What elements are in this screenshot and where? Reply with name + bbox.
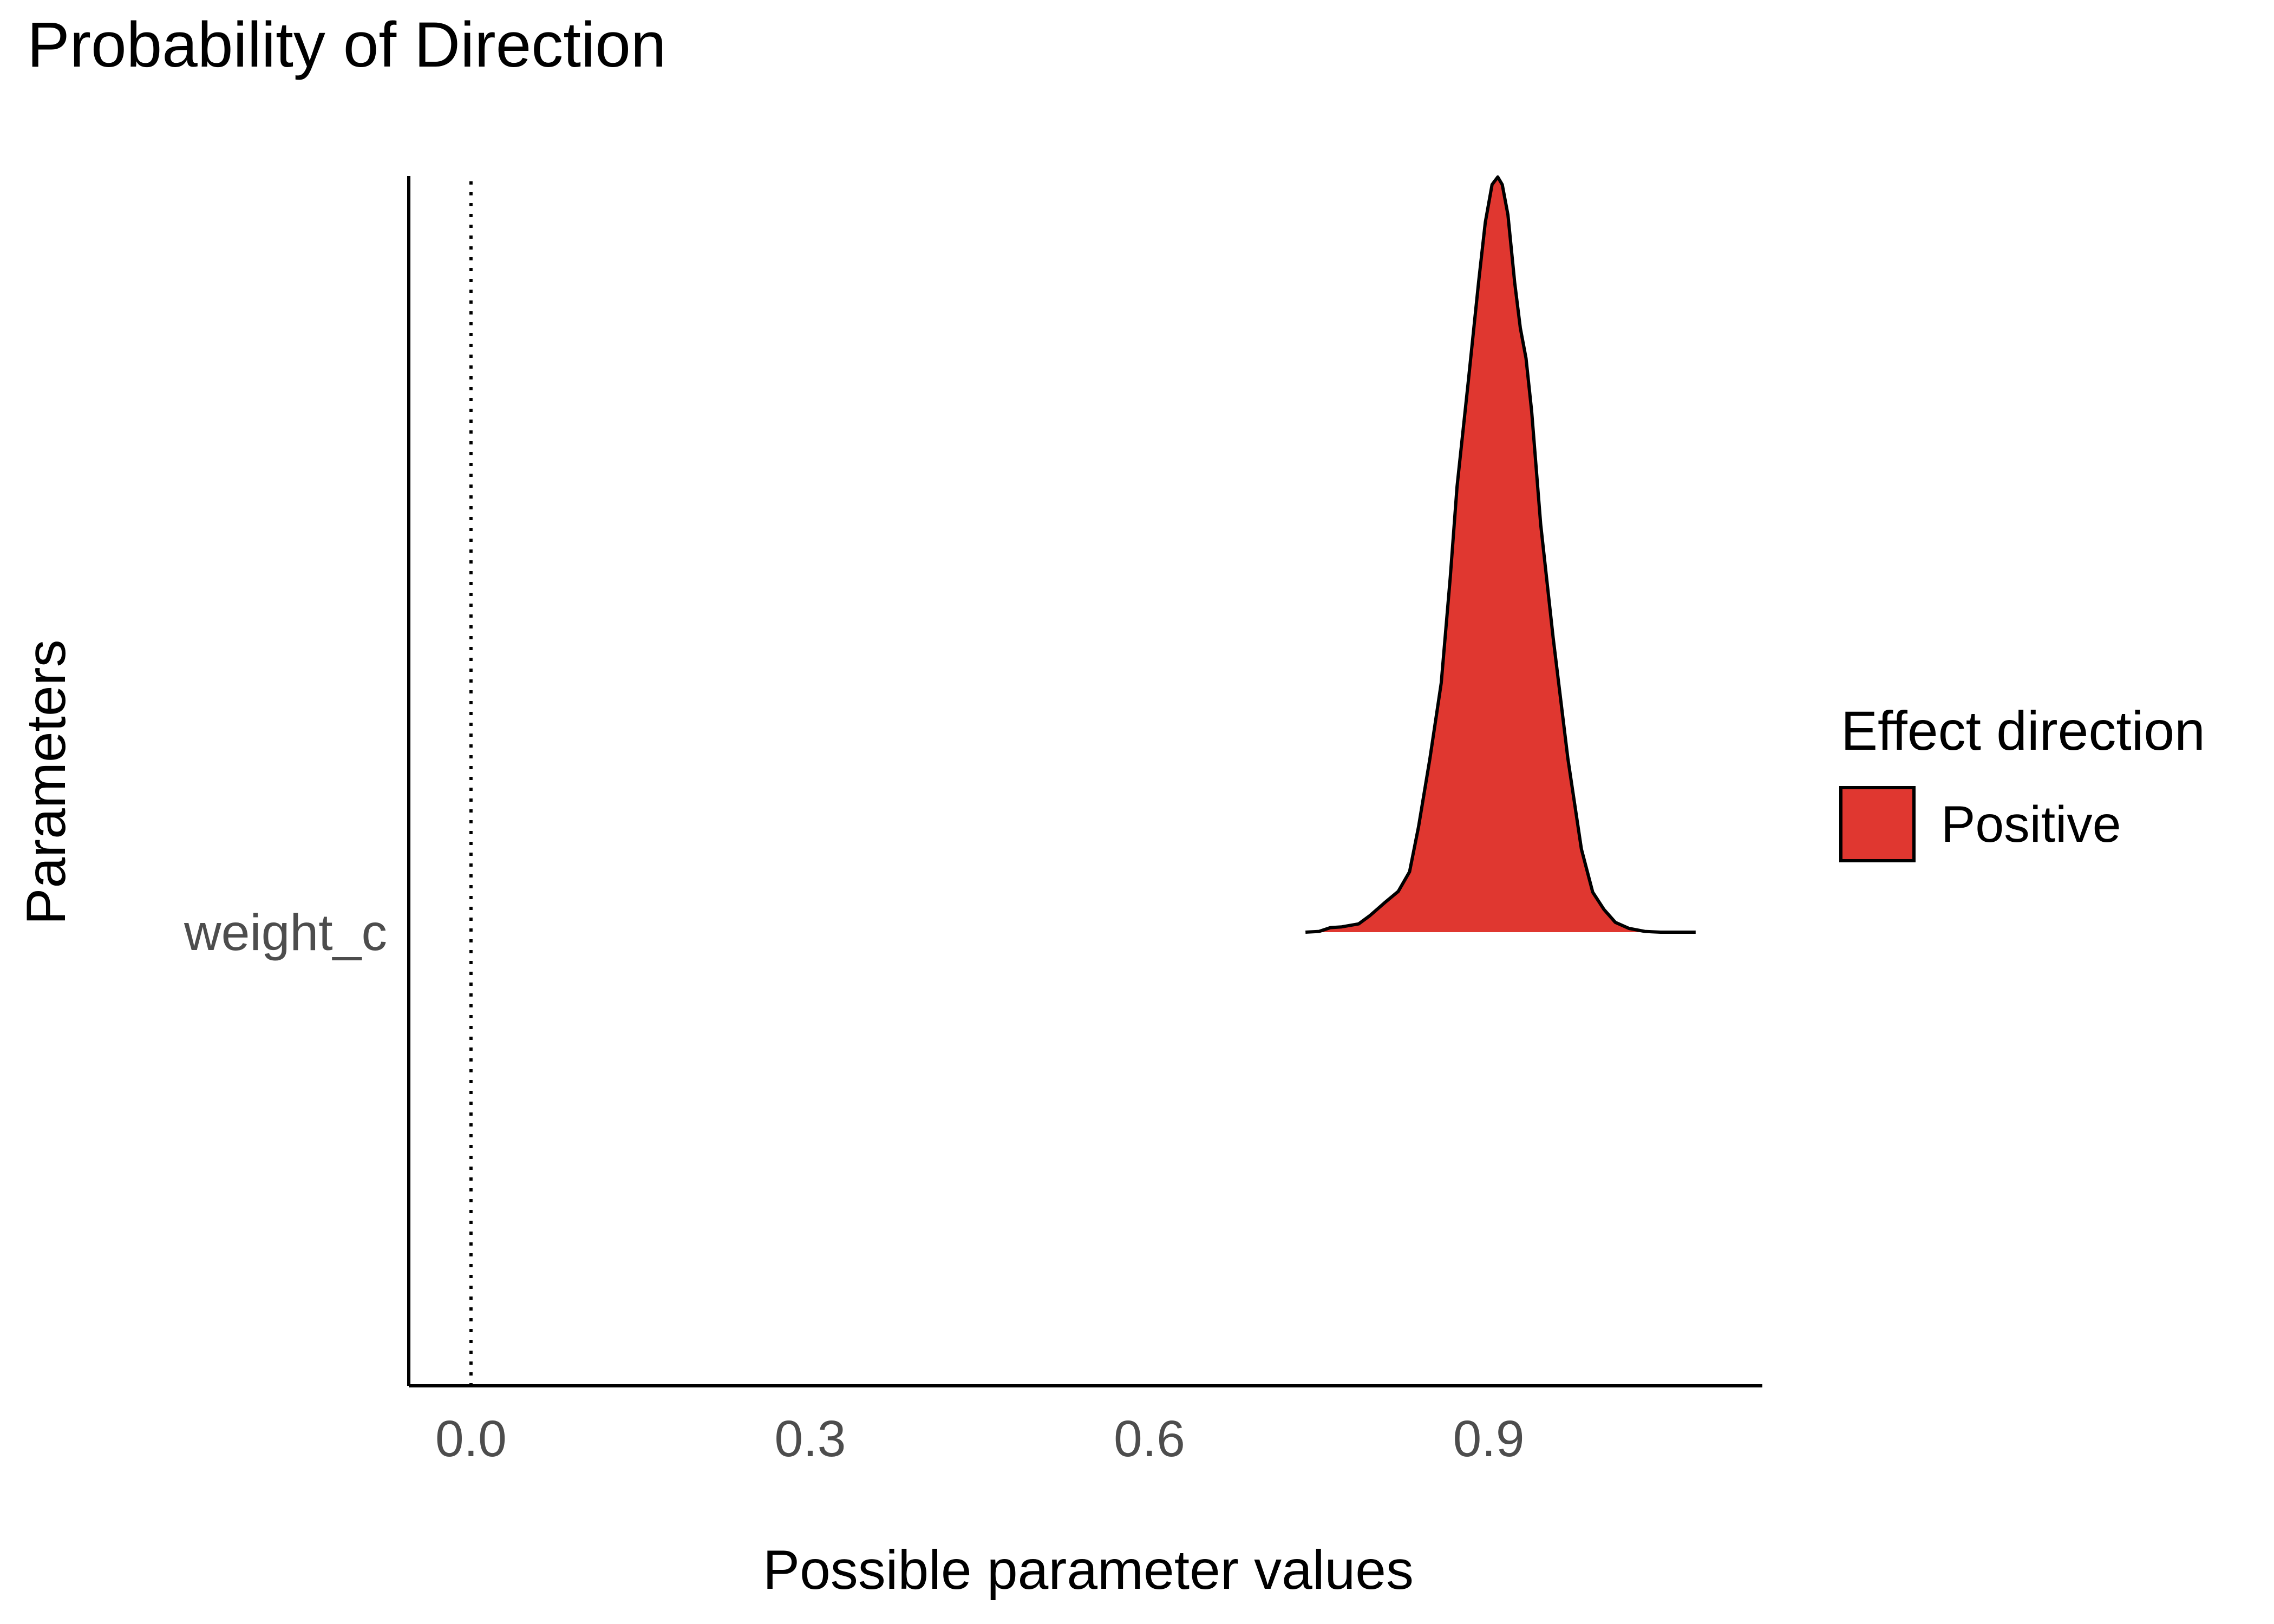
legend-label-positive: Positive bbox=[1941, 796, 2121, 853]
plot-area bbox=[407, 175, 1762, 1387]
y-axis-label: Parameters bbox=[15, 639, 77, 925]
x-tick-label: 0.0 bbox=[435, 1410, 507, 1468]
chart-title: Probability of Direction bbox=[27, 9, 666, 81]
legend: Effect direction Positive bbox=[1839, 700, 2205, 862]
x-tick-label: 0.6 bbox=[1114, 1410, 1185, 1468]
legend-swatch-positive bbox=[1839, 786, 1916, 862]
x-axis-label: Possible parameter values bbox=[763, 1539, 1414, 1601]
y-axis-ticks: weight_c bbox=[184, 904, 387, 961]
x-tick-label: 0.9 bbox=[1453, 1410, 1525, 1468]
density-fill-positive bbox=[1305, 177, 1696, 932]
density-outline-positive bbox=[1305, 175, 1696, 934]
legend-title: Effect direction bbox=[1841, 700, 2205, 762]
y-tick-label: weight_c bbox=[184, 904, 387, 961]
x-axis-ticks: 0.0 0.3 0.6 0.9 bbox=[435, 1410, 1525, 1468]
x-tick-label: 0.3 bbox=[774, 1410, 846, 1468]
